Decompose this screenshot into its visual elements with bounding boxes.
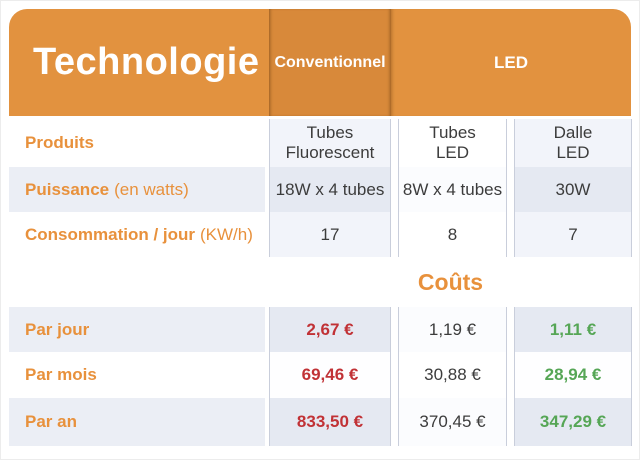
table-row-consommation: Consommation / jour (KW/h) 17 8 7 (9, 212, 632, 257)
header-col-conventionnel: Conventionnel (269, 9, 391, 116)
row-label-text: Produits (25, 133, 94, 152)
cell-par-mois-tubes-led: 30,88 € (398, 352, 507, 398)
cell-consommation-tubes-led: 8 (398, 212, 507, 257)
row-label-consommation: Consommation / jour (KW/h) (9, 212, 265, 257)
row-label-par-mois: Par mois (9, 352, 265, 398)
table-header: Technologie Conventionnel LED (9, 9, 631, 116)
table-row-puissance: Puissance (en watts) 18W x 4 tubes 8W x … (9, 167, 632, 212)
costs-section-row: Coûts (9, 257, 632, 307)
row-label-suffix: (en watts) (114, 179, 189, 199)
row-label-suffix: (KW/h) (200, 224, 253, 244)
header-col-led: LED (391, 9, 631, 116)
cell-produits-dalle-led: Dalle LED (514, 119, 632, 167)
row-label-par-jour: Par jour (9, 307, 265, 352)
table-row-par-an: Par an 833,50 € 370,45 € 347,29 € (9, 398, 632, 446)
page-title: Technologie (9, 9, 269, 116)
cell-par-mois-dalle-led: 28,94 € (514, 352, 632, 398)
cell-puissance-tubes-led: 8W x 4 tubes (398, 167, 507, 212)
row-label-text: Par an (25, 412, 77, 431)
cell-puissance-dalle-led: 30W (514, 167, 632, 212)
table-row-produits: Produits Tubes Fluorescent Tubes LED Dal… (9, 119, 632, 167)
cell-par-mois-conventionnel: 69,46 € (269, 352, 391, 398)
cell-par-jour-dalle-led: 1,11 € (514, 307, 632, 352)
cell-consommation-conventionnel: 17 (269, 212, 391, 257)
row-label-text: Par jour (25, 319, 90, 339)
cell-puissance-conventionnel: 18W x 4 tubes (269, 167, 391, 212)
cell-consommation-dalle-led: 7 (514, 212, 632, 257)
row-label-puissance: Puissance (en watts) (9, 167, 265, 212)
costs-section-title: Coûts (269, 257, 632, 307)
cell-par-jour-conventionnel: 2,67 € (269, 307, 391, 352)
row-label-text: Par mois (25, 365, 97, 384)
cell-par-jour-tubes-led: 1,19 € (398, 307, 507, 352)
row-label-par-an: Par an (9, 398, 265, 446)
cell-produits-conventionnel: Tubes Fluorescent (269, 119, 391, 167)
cell-produits-tubes-led: Tubes LED (398, 119, 507, 167)
row-label-produits: Produits (9, 119, 265, 167)
cell-par-an-conventionnel: 833,50 € (269, 398, 391, 446)
row-label-text: Puissance (25, 179, 110, 199)
cell-par-an-dalle-led: 347,29 € (514, 398, 632, 446)
cell-par-an-tubes-led: 370,45 € (398, 398, 507, 446)
table-row-par-mois: Par mois 69,46 € 30,88 € 28,94 € (9, 352, 632, 398)
table-row-par-jour: Par jour 2,67 € 1,19 € 1,11 € (9, 307, 632, 352)
row-label-text: Consommation / jour (25, 224, 195, 244)
